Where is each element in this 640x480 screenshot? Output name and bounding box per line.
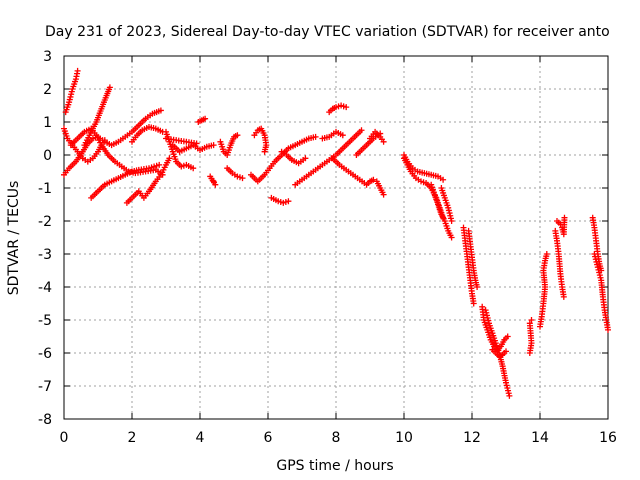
series-s32: [465, 227, 481, 290]
series-s40: [589, 214, 605, 274]
series-s20: [292, 127, 365, 188]
y-tick-label: -2: [38, 214, 52, 230]
x-axis-label: GPS time / hours: [276, 458, 393, 474]
data-point: [506, 392, 513, 399]
series-s37: [537, 251, 550, 330]
series-s21: [319, 128, 346, 142]
series-s35: [489, 346, 509, 360]
series-s03: [62, 67, 81, 116]
data-point: [561, 214, 568, 221]
chart-title: Day 231 of 2023, Sidereal Day-to-day VTE…: [45, 24, 610, 40]
series-s24: [353, 130, 384, 158]
data-point: [504, 333, 511, 340]
y-tick-label: -5: [38, 313, 52, 329]
data-point: [239, 175, 246, 182]
series-s14: [217, 132, 241, 158]
y-tick-label: 1: [43, 115, 52, 131]
series-s07: [123, 155, 173, 206]
series-s17: [251, 125, 270, 155]
series-s16: [248, 133, 319, 185]
series-s13: [207, 173, 219, 188]
x-tick-label: 14: [531, 430, 549, 446]
data-point: [605, 326, 611, 333]
data-point: [358, 127, 365, 134]
data-point: [101, 137, 108, 144]
data-point: [202, 115, 209, 122]
y-tick-label: -3: [38, 247, 52, 263]
data-point: [526, 320, 533, 327]
series-s12: [195, 115, 209, 125]
data-point: [74, 67, 81, 74]
data-point: [210, 142, 217, 149]
series-s06: [88, 161, 163, 201]
series-s23: [329, 155, 377, 188]
x-tick-label: 2: [128, 430, 137, 446]
x-tick-label: 4: [196, 430, 205, 446]
data-point: [234, 132, 241, 139]
data-point: [193, 140, 200, 147]
x-tick-label: 16: [599, 430, 617, 446]
y-tick-label: -7: [38, 379, 52, 395]
data-point: [448, 218, 455, 224]
data-point: [207, 173, 214, 180]
data-point: [302, 155, 309, 162]
data-point: [190, 165, 197, 172]
x-axis: 0 2 4 6 8 10 12 14 16: [60, 56, 617, 446]
series-s11: [163, 135, 200, 147]
data-point: [440, 176, 447, 183]
data-point: [285, 198, 292, 205]
data-point: [166, 155, 173, 162]
series-s39: [554, 214, 568, 238]
data-points: [61, 67, 611, 399]
data-point: [528, 317, 535, 323]
data-point: [343, 104, 350, 111]
series-s41: [591, 251, 611, 333]
data-point: [312, 133, 319, 140]
y-tick-label: -1: [38, 181, 52, 197]
series-s10: [169, 142, 217, 155]
data-point: [560, 293, 567, 300]
series-s15: [224, 165, 246, 182]
data-point: [157, 107, 164, 114]
data-point: [503, 348, 509, 355]
data-point: [470, 300, 477, 307]
y-tick-label: 2: [43, 82, 52, 98]
y-tick-label: 3: [43, 49, 52, 65]
data-point: [448, 234, 455, 241]
data-point: [474, 284, 481, 290]
y-tick-label: -4: [38, 280, 52, 296]
data-point: [339, 132, 346, 139]
y-tick-label: 0: [43, 148, 52, 164]
series-s19: [278, 148, 309, 167]
x-tick-label: 6: [264, 430, 273, 446]
gridlines: [64, 56, 608, 419]
data-point: [370, 176, 377, 183]
series-s26: [373, 178, 387, 198]
data-point: [156, 161, 163, 168]
series-s22: [326, 102, 350, 116]
data-point: [380, 191, 387, 198]
data-point: [543, 251, 550, 257]
x-tick-label: 12: [463, 430, 481, 446]
series-s25: [367, 128, 387, 145]
series-s29: [428, 181, 455, 241]
y-tick-label: -8: [38, 412, 52, 428]
series-s38: [552, 227, 567, 300]
series-s18: [268, 194, 292, 206]
data-point: [106, 84, 113, 91]
x-tick-label: 0: [60, 430, 69, 446]
data-point: [261, 148, 268, 155]
y-axis-label: SDTVAR / TECUs: [6, 181, 22, 296]
x-tick-label: 10: [395, 430, 413, 446]
series-s31: [460, 224, 477, 307]
series-s04: [81, 84, 113, 149]
series-s08: [129, 123, 166, 145]
y-axis: -8 -7 -6 -5 -4 -3 -2 -1 0 1 2 3: [38, 49, 608, 428]
x-tick-label: 8: [332, 430, 341, 446]
series-s36: [526, 317, 535, 356]
y-tick-label: -6: [38, 346, 52, 362]
series-s30: [438, 185, 455, 224]
data-point: [380, 138, 387, 145]
